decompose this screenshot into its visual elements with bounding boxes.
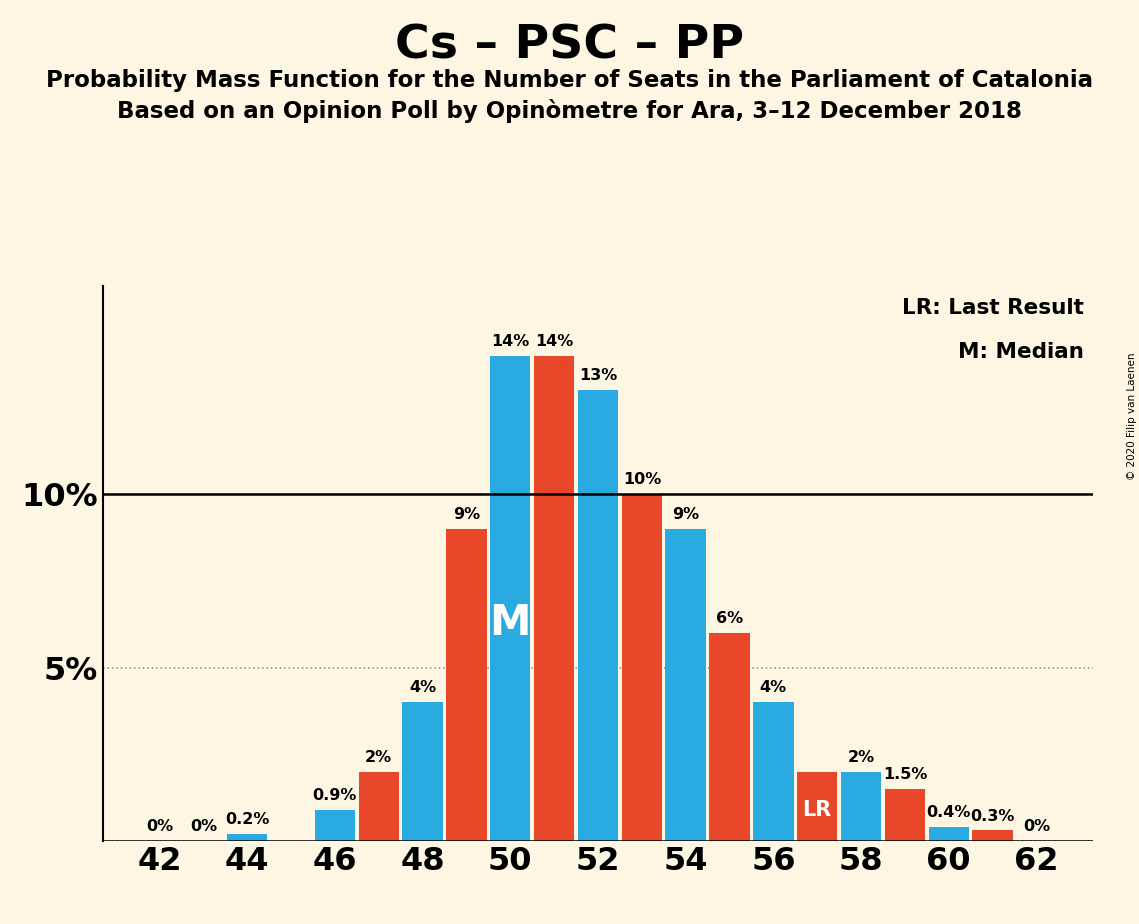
Bar xyxy=(753,702,794,841)
Text: 6%: 6% xyxy=(716,611,743,626)
Bar xyxy=(710,633,749,841)
Text: Probability Mass Function for the Number of Seats in the Parliament of Catalonia: Probability Mass Function for the Number… xyxy=(46,69,1093,92)
Text: 4%: 4% xyxy=(409,680,436,695)
Bar xyxy=(665,529,706,841)
Text: 0%: 0% xyxy=(1023,819,1050,833)
Text: 14%: 14% xyxy=(535,334,573,349)
Bar xyxy=(885,789,925,841)
Text: 2%: 2% xyxy=(847,749,875,765)
Text: LR: Last Result: LR: Last Result xyxy=(902,298,1083,318)
Bar xyxy=(402,702,443,841)
Text: 14%: 14% xyxy=(491,334,530,349)
Bar xyxy=(490,356,531,841)
Text: 0.9%: 0.9% xyxy=(313,788,358,803)
Text: 0%: 0% xyxy=(146,819,173,833)
Text: © 2020 Filip van Laenen: © 2020 Filip van Laenen xyxy=(1126,352,1137,480)
Bar xyxy=(534,356,574,841)
Bar xyxy=(359,772,399,841)
Text: LR: LR xyxy=(803,799,831,820)
Bar xyxy=(928,827,969,841)
Bar xyxy=(797,772,837,841)
Bar xyxy=(314,809,355,841)
Text: 9%: 9% xyxy=(672,507,699,522)
Bar xyxy=(446,529,486,841)
Text: 1.5%: 1.5% xyxy=(883,767,927,782)
Text: 13%: 13% xyxy=(579,369,617,383)
Text: 0%: 0% xyxy=(190,819,216,833)
Text: Cs – PSC – PP: Cs – PSC – PP xyxy=(395,23,744,68)
Text: 9%: 9% xyxy=(453,507,480,522)
Text: 10%: 10% xyxy=(623,472,661,488)
Text: 0.3%: 0.3% xyxy=(970,808,1015,823)
Bar xyxy=(973,831,1013,841)
Bar xyxy=(622,494,662,841)
Bar xyxy=(577,390,618,841)
Text: 4%: 4% xyxy=(760,680,787,695)
Text: M: Median: M: Median xyxy=(958,342,1083,362)
Bar xyxy=(841,772,882,841)
Text: Based on an Opinion Poll by Opinòmetre for Ara, 3–12 December 2018: Based on an Opinion Poll by Opinòmetre f… xyxy=(117,99,1022,123)
Text: 0.2%: 0.2% xyxy=(226,812,270,827)
Bar xyxy=(227,833,268,841)
Text: 0.4%: 0.4% xyxy=(926,805,970,821)
Text: M: M xyxy=(490,602,531,643)
Text: 2%: 2% xyxy=(366,749,392,765)
